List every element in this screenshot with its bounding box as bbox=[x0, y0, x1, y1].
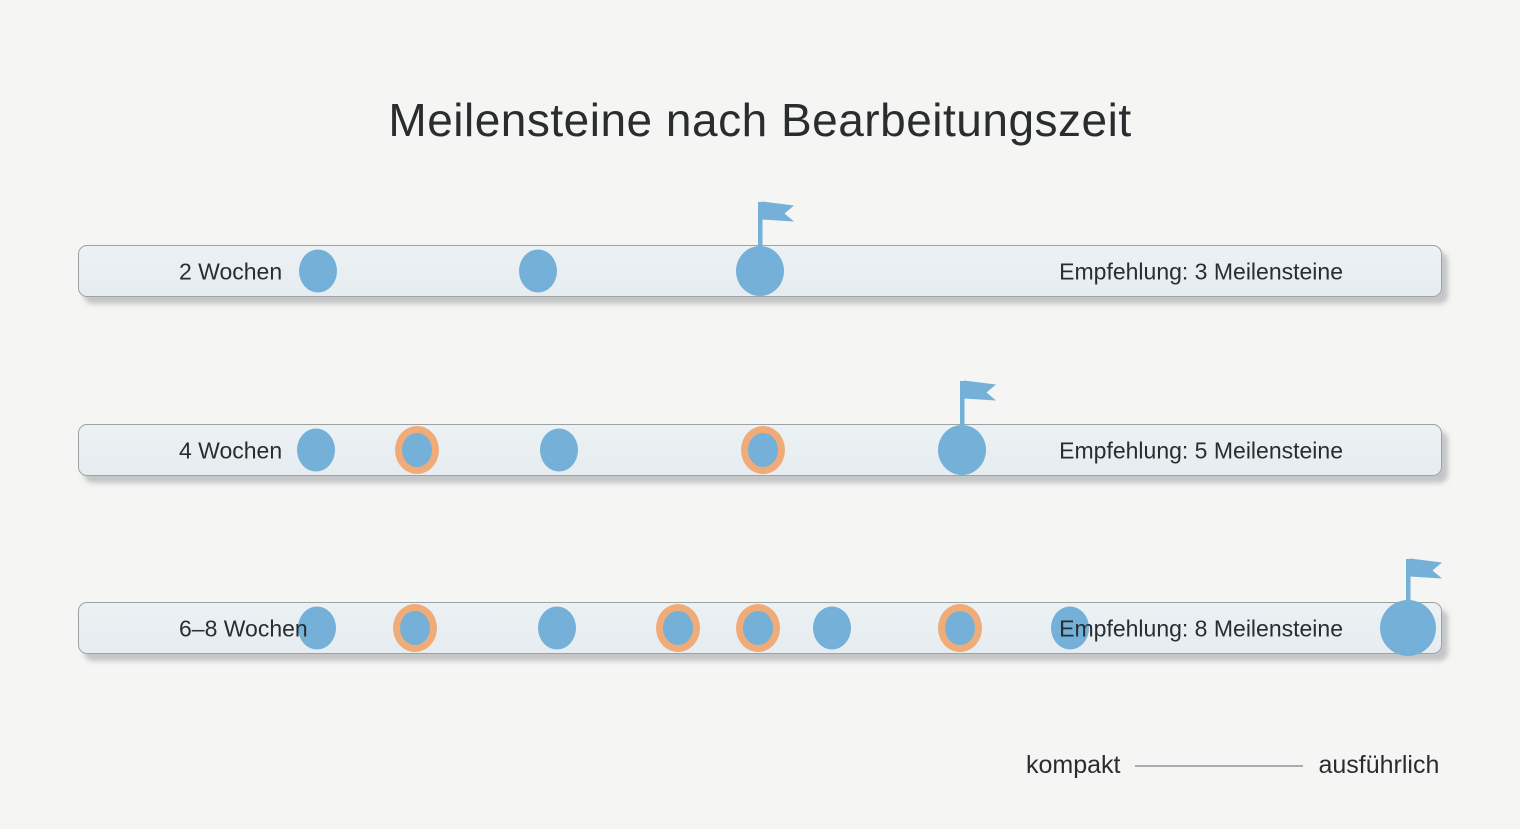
recommendation-label: Empfehlung: 8 Meilensteine bbox=[1059, 615, 1343, 642]
goal-flag-dot bbox=[938, 425, 986, 475]
legend-axis-line bbox=[1135, 764, 1304, 767]
goal-flag-dot bbox=[736, 246, 784, 296]
milestone-dot-ringed bbox=[393, 604, 437, 652]
legend-compact-label: kompakt bbox=[1026, 751, 1121, 779]
milestone-dot-ringed bbox=[741, 426, 785, 474]
goal-flag-dot bbox=[1380, 600, 1436, 656]
milestone-dot bbox=[297, 428, 335, 472]
row-duration-label: 2 Wochen bbox=[179, 258, 283, 285]
recommendation-label: Empfehlung: 5 Meilensteine bbox=[1059, 437, 1343, 464]
milestone-dot bbox=[299, 249, 337, 293]
milestone-dot bbox=[1051, 606, 1089, 650]
milestone-dot-ringed bbox=[395, 426, 439, 474]
milestone-dot-ringed bbox=[938, 604, 982, 652]
timeline-row: 2 Wochen Empfehlung: 3 Meilensteine bbox=[0, 201, 1520, 297]
timeline-row: 4 Wochen Empfehlung: 5 Meilensteine bbox=[0, 380, 1520, 476]
page-title: Meilensteine nach Bearbeitungszeit bbox=[388, 93, 1132, 146]
milestone-dot bbox=[538, 606, 576, 650]
milestone-dot bbox=[519, 249, 557, 293]
milestone-dot-ringed bbox=[736, 604, 780, 652]
milestone-dot bbox=[813, 606, 851, 650]
timeline-row: 6–8 Wochen Empfehlung: 8 Meilensteine bbox=[0, 558, 1520, 656]
recommendation-label: Empfehlung: 3 Meilensteine bbox=[1059, 258, 1343, 285]
goal-flag-icon bbox=[1406, 558, 1442, 629]
goal-flag-icon bbox=[960, 380, 996, 451]
milestone-dot bbox=[540, 428, 578, 472]
detail-axis-legend: kompakt ausführlich bbox=[1026, 751, 1439, 780]
row-duration-label: 6–8 Wochen bbox=[179, 615, 308, 642]
row-duration-label: 4 Wochen bbox=[179, 437, 283, 464]
goal-flag-icon bbox=[758, 201, 794, 272]
milestone-dot-ringed bbox=[656, 604, 700, 652]
milestone-dot bbox=[298, 606, 336, 650]
legend-detailed-label: ausführlich bbox=[1318, 751, 1440, 779]
